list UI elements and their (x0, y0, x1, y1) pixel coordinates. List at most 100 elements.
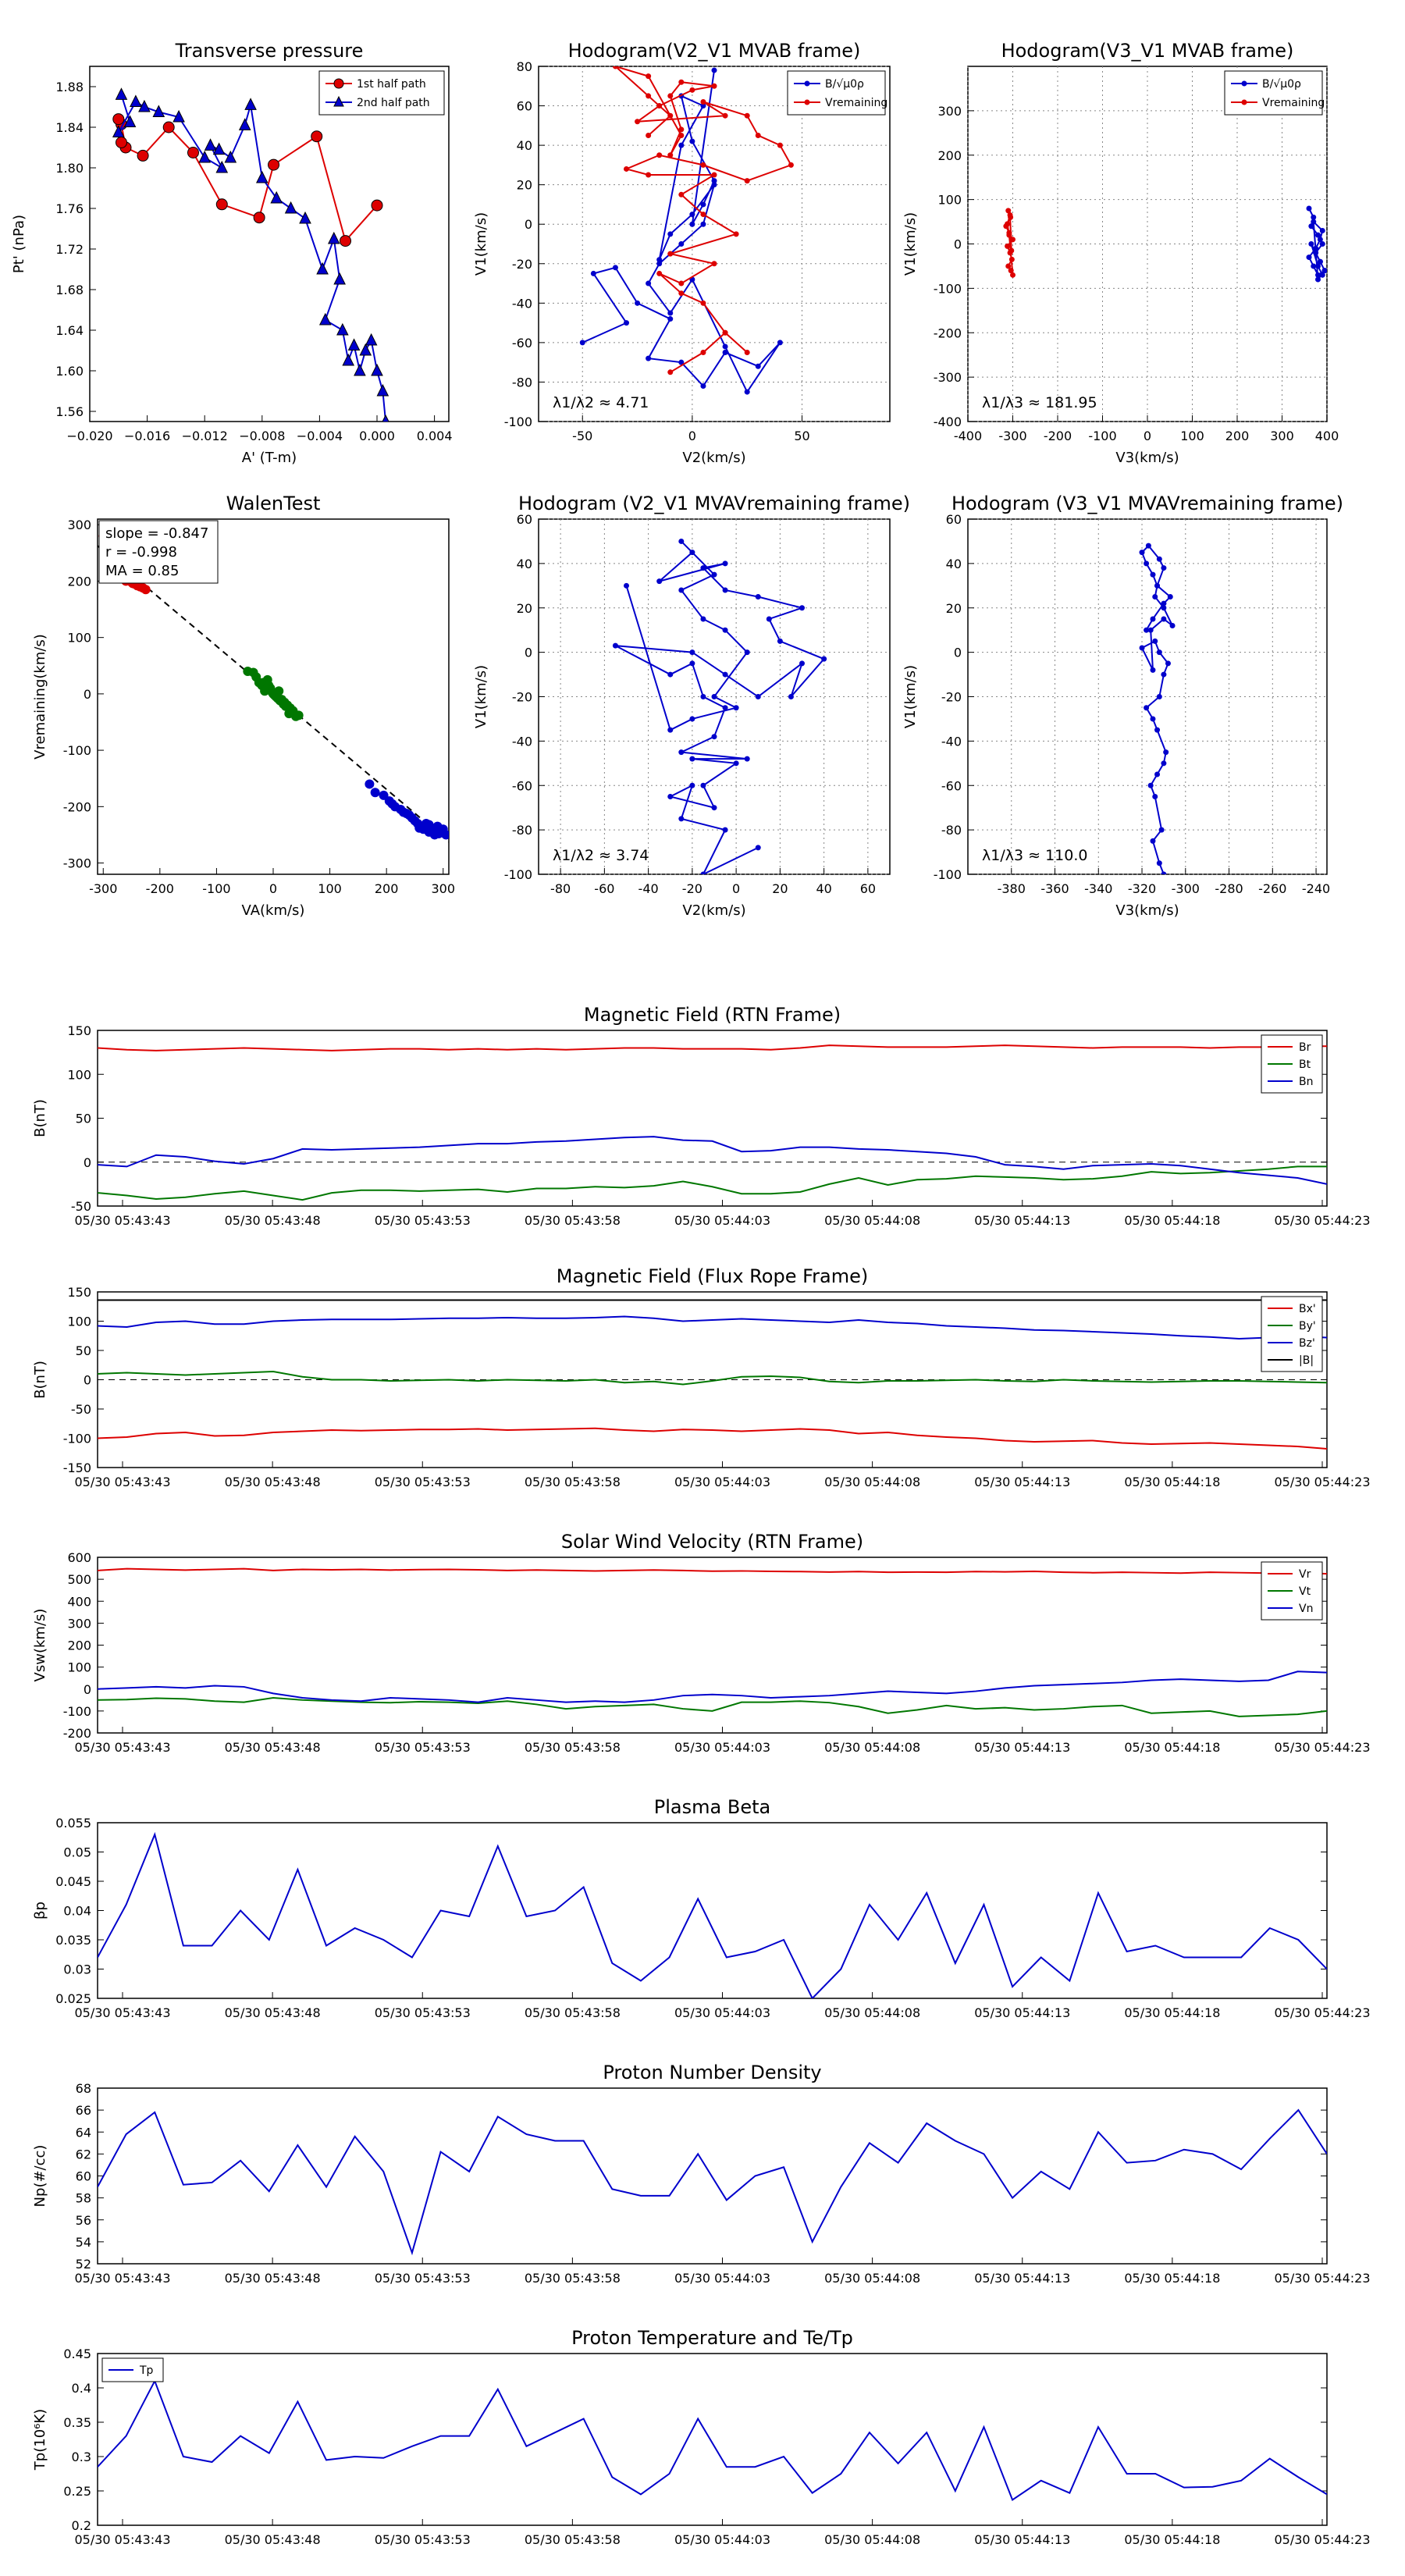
data-point (1150, 667, 1156, 673)
y-tick-label: -200 (63, 799, 91, 814)
data-point (354, 363, 366, 376)
data-point (689, 782, 695, 788)
stats-box (98, 520, 219, 584)
data-point (1167, 594, 1173, 600)
panel-h21: Hodogram(V2_V1 MVAB frame) -50 0 50 -100 -80 -… (473, 40, 891, 466)
plot-frame (97, 1822, 1328, 1999)
panel-vsw: Solar Wind Velocity (RTN Frame) -200 -100 0… (32, 1531, 1371, 1755)
data-point (365, 333, 378, 346)
y-tick-label: 1.68 (55, 283, 84, 297)
plot-area (579, 66, 794, 395)
data-point (1161, 565, 1167, 571)
legend-label: 1st half path (357, 78, 426, 91)
x-tick-label: 05/30 05:44:23 (1274, 1213, 1370, 1228)
data-point (711, 805, 717, 811)
legend-label: Vr (1299, 1568, 1311, 1581)
legend: 1st half path 2nd half path (318, 70, 445, 116)
x-tick-label: -400 (954, 429, 982, 443)
data-point (284, 201, 297, 214)
data-point (1005, 263, 1012, 269)
panel-np: Proton Number Density 52 54 56 58 60 62 64 66 68 0… (32, 2062, 1371, 2286)
data-point (1150, 838, 1156, 844)
data-point (678, 290, 685, 297)
data-point (612, 66, 618, 69)
y-tick-label: -60 (512, 778, 532, 793)
data-point (318, 312, 332, 326)
data-point (138, 99, 151, 112)
y-tick-label: 0 (525, 217, 532, 232)
data-point (1161, 871, 1167, 874)
data-point (711, 734, 717, 740)
data-point (667, 310, 674, 316)
data-point (635, 300, 641, 306)
data-point (700, 162, 706, 168)
data-point (311, 130, 323, 143)
data-point (1156, 649, 1162, 656)
data-point (1152, 594, 1158, 600)
y-tick-label: 40 (517, 557, 532, 571)
y-tick-label: -100 (63, 743, 91, 758)
x-tick-label: 05/30 05:44:08 (824, 1740, 920, 1755)
x-tick-label: 05/30 05:44:13 (974, 2005, 1070, 2020)
data-point (1315, 232, 1321, 238)
data-point (1311, 263, 1317, 269)
data-point (1150, 616, 1156, 622)
data-point (788, 694, 794, 699)
x-tick-label: -280 (1215, 881, 1243, 896)
plot-frame (97, 1030, 1328, 1207)
data-point (700, 383, 706, 389)
data-point (1306, 205, 1312, 212)
data-point (1152, 793, 1158, 799)
x-axis-label: V3(km/s) (1115, 902, 1179, 919)
legend: B/√μ0ρ Vremaining (787, 70, 887, 116)
data-point (646, 172, 652, 178)
x-tick-label: 05/30 05:44:13 (974, 1213, 1070, 1228)
x-tick-label: 0.004 (417, 429, 453, 443)
chart-title: Magnetic Field (Flux Rope Frame) (557, 1265, 868, 1287)
y-tick-label: 1.64 (55, 323, 84, 338)
x-tick-label: 05/30 05:43:48 (225, 1740, 321, 1755)
x-tick-label: 05/30 05:44:18 (1124, 1213, 1220, 1228)
x-tick-label: 05/30 05:44:18 (1124, 2271, 1220, 2286)
data-point (766, 616, 772, 622)
data-point (441, 830, 449, 840)
x-tick-label: 200 (1225, 429, 1250, 443)
x-tick-label: −0.004 (297, 429, 343, 443)
data-point (656, 103, 663, 109)
data-point (1156, 860, 1162, 866)
y-tick-label: 52 (76, 2257, 91, 2272)
data-point (1005, 243, 1011, 249)
x-tick-label: 05/30 05:43:58 (525, 1475, 621, 1489)
data-point (198, 150, 212, 163)
data-point (1010, 272, 1016, 278)
data-point (268, 158, 280, 171)
legend-label: Bx' (1299, 1303, 1316, 1315)
data-point (115, 87, 128, 100)
data-point (1317, 258, 1323, 265)
data-point (162, 121, 175, 133)
data-point (646, 73, 652, 80)
y-tick-label: 0.025 (55, 1991, 91, 2006)
data-point (244, 98, 257, 110)
legend-label: Bz' (1299, 1337, 1315, 1350)
series-line-Br (98, 1044, 1327, 1051)
data-point (1008, 256, 1015, 262)
y-tick-label: 1.76 (55, 201, 84, 216)
x-tick-label: 300 (1270, 429, 1294, 443)
data-point (722, 350, 728, 356)
y-tick-label: 0 (84, 687, 91, 702)
data-point (755, 132, 761, 138)
data-point (612, 265, 618, 271)
data-point (270, 190, 283, 204)
series-1 (1003, 208, 1016, 278)
x-tick-label: 05/30 05:44:18 (1124, 1740, 1220, 1755)
data-point (1308, 241, 1314, 247)
chart-title: Hodogram(V3_V1 MVAB frame) (1001, 40, 1294, 62)
y-tick-label: -200 (934, 326, 962, 340)
legend-marker (804, 99, 810, 105)
legend: Br Bt Bn (1261, 1034, 1323, 1094)
y-tick-label: 0 (954, 646, 962, 660)
data-point (414, 823, 425, 833)
data-point (1144, 560, 1150, 567)
y-tick-label: 0.3 (72, 2450, 91, 2464)
